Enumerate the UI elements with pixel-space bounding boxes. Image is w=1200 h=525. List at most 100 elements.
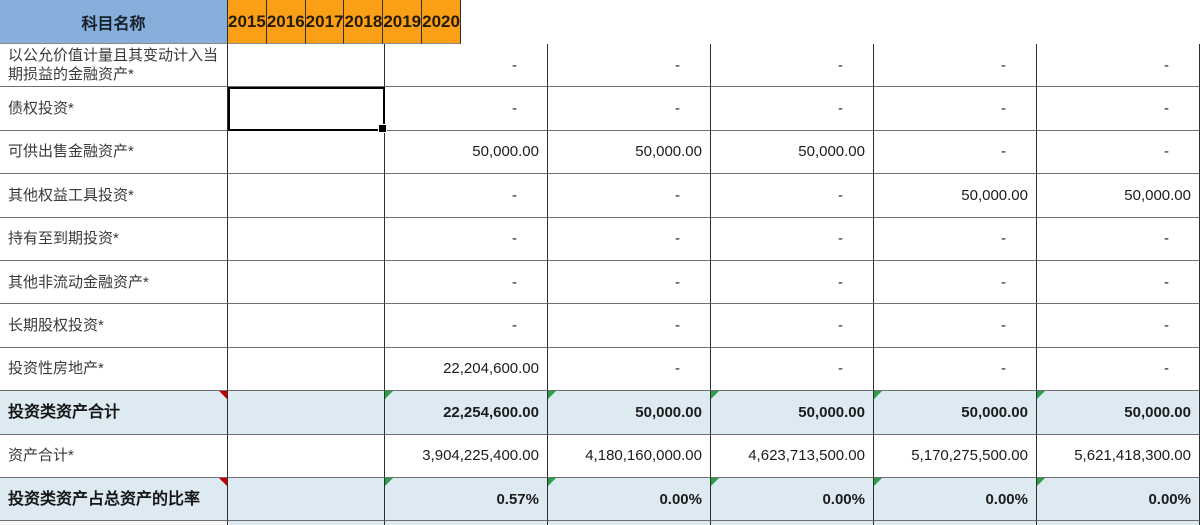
row-label-cell[interactable]: 投资类资产合计 [0, 391, 228, 435]
cell-2016-row7[interactable]: - [385, 304, 548, 348]
cell-2020-row8[interactable]: - [1037, 347, 1200, 392]
cell-value: 0.00% [659, 490, 702, 508]
cell-2019-row8[interactable]: - [874, 347, 1037, 392]
cell-2017-row10[interactable]: 4,180,160,000.00 [548, 434, 711, 478]
cell-2018-row2[interactable]: - [711, 87, 874, 131]
cell-2018-row7[interactable]: - [711, 304, 874, 348]
cell-2019-row3[interactable]: - [874, 130, 1037, 175]
cell-2020-row11[interactable]: 0.00% [1037, 477, 1200, 522]
cell-2016-row4[interactable]: - [385, 174, 548, 218]
cell-2020-row2[interactable]: - [1037, 87, 1200, 131]
cell-2018-row10[interactable]: 4,623,713,500.00 [711, 434, 874, 478]
cell-2015-row6[interactable] [228, 260, 385, 305]
comment-marker-icon [219, 477, 227, 486]
cell-2019-row1[interactable]: - [874, 44, 1037, 88]
row-label-cell[interactable]: 持有至到期投资* [0, 217, 228, 261]
cell-2018-row3[interactable]: 50,000.00 [711, 130, 874, 175]
cell-2020-row9[interactable]: 50,000.00 [1037, 391, 1200, 435]
cell-2020-row6[interactable]: - [1037, 260, 1200, 305]
row-label-cell[interactable]: 可供出售金融资产* [0, 130, 228, 175]
cell-2017-row2[interactable]: - [548, 87, 711, 131]
cell-2015-row7[interactable] [228, 304, 385, 348]
column-header-subject-name[interactable]: 科目名称 [0, 0, 228, 44]
cell-2016-row2[interactable]: - [385, 87, 548, 131]
cell-2020-row4[interactable]: 50,000.00 [1037, 174, 1200, 218]
cell-2017-row4[interactable]: - [548, 174, 711, 218]
cell-2018-row5[interactable]: - [711, 217, 874, 261]
cell-2019-row7[interactable]: - [874, 304, 1037, 348]
column-header-2017[interactable]: 2017 [305, 0, 345, 44]
cell-2017-row9[interactable]: 50,000.00 [548, 391, 711, 435]
cell-2015-row3[interactable] [228, 130, 385, 175]
cell-2016-row3[interactable]: 50,000.00 [385, 130, 548, 175]
cell-2019-row2[interactable]: - [874, 87, 1037, 131]
cell-2015-row10[interactable] [228, 434, 385, 478]
row-label-cell[interactable]: 其他非流动金融资产* [0, 260, 228, 305]
cell-2020-row1[interactable]: - [1037, 44, 1200, 88]
cell-2019-row4[interactable]: 50,000.00 [874, 174, 1037, 218]
cell-2017-row5[interactable]: - [548, 217, 711, 261]
column-header-2016[interactable]: 2016 [266, 0, 306, 44]
column-header-2018[interactable]: 2018 [344, 0, 384, 44]
cell-2015-row11[interactable] [228, 477, 385, 522]
cell-2019-row6[interactable]: - [874, 260, 1037, 305]
row-label-cell[interactable]: 以公允价值计量且其变动计入当期损益的金融资产* [0, 44, 228, 88]
row-label-cell[interactable]: 资产合计* [0, 434, 228, 478]
cell-value: - [675, 186, 680, 204]
cell-2019-row11[interactable]: 0.00% [874, 477, 1037, 522]
cell-2019-row10[interactable]: 5,170,275,500.00 [874, 434, 1037, 478]
fill-handle[interactable] [378, 123, 387, 133]
cell-2018-row4[interactable]: - [711, 174, 874, 218]
cell-2020-row5[interactable]: - [1037, 217, 1200, 261]
row-label-cell[interactable]: 债权投资* [0, 87, 228, 131]
cell-2016-row5[interactable]: - [385, 217, 548, 261]
cell-value: - [838, 230, 843, 248]
cell-2020-row10[interactable]: 5,621,418,300.00 [1037, 434, 1200, 478]
cell-value: 0.00% [1148, 490, 1191, 508]
cell-2020-row7[interactable]: - [1037, 304, 1200, 348]
cell-2020-row3[interactable]: - [1037, 130, 1200, 175]
cell-2017-row3[interactable]: 50,000.00 [548, 130, 711, 175]
cell-2019-row9[interactable]: 50,000.00 [874, 391, 1037, 435]
cell-value: - [1001, 360, 1006, 378]
row-label-cell[interactable]: 其他权益工具投资* [0, 174, 228, 218]
cell-2019-row5[interactable]: - [874, 217, 1037, 261]
cell-2018-row8[interactable]: - [711, 347, 874, 392]
column-header-2019[interactable]: 2019 [383, 0, 423, 44]
cell-value: - [1001, 230, 1006, 248]
column-header-2020[interactable]: 2020 [422, 0, 461, 44]
row-label-cell[interactable]: 长期股权投资* [0, 304, 228, 348]
cell-value: - [1001, 100, 1006, 118]
cell-2016-row10[interactable]: 3,904,225,400.00 [385, 434, 548, 478]
cell-2015-row1[interactable] [228, 44, 385, 88]
cell-2016-row6[interactable]: - [385, 260, 548, 305]
cell-2018-row9[interactable]: 50,000.00 [711, 391, 874, 435]
cell-2015-row5[interactable] [228, 217, 385, 261]
cell-value: - [512, 186, 517, 204]
table-row: 以公允价值计量且其变动计入当期损益的金融资产* - - - - - [0, 44, 1200, 88]
row-label-cell[interactable]: 投资性房地产* [0, 347, 228, 392]
cell-2018-row11[interactable]: 0.00% [711, 477, 874, 522]
selected-cell[interactable] [228, 87, 387, 133]
cell-value: - [512, 230, 517, 248]
cell-2017-row6[interactable]: - [548, 260, 711, 305]
row-label-cell[interactable]: 投资类资产占总资产的比率 [0, 477, 228, 522]
cell-2016-row1[interactable]: - [385, 44, 548, 88]
cell-value: - [1001, 143, 1006, 161]
cell-2017-row1[interactable]: - [548, 44, 711, 88]
cell-2018-row1[interactable]: - [711, 44, 874, 88]
cell-2017-row7[interactable]: - [548, 304, 711, 348]
cell-2017-row8[interactable]: - [548, 347, 711, 392]
cell-2016-row11[interactable]: 0.57% [385, 477, 548, 522]
cell-2015-row9[interactable] [228, 391, 385, 435]
cell-2015-row4[interactable] [228, 174, 385, 218]
row-label: 持有至到期投资* [8, 230, 119, 248]
cell-2016-row8[interactable]: 22,204,600.00 [385, 347, 548, 392]
clipped-row-cell [228, 521, 385, 525]
column-header-2015[interactable]: 2015 [228, 0, 267, 44]
cell-2017-row11[interactable]: 0.00% [548, 477, 711, 522]
cell-2015-row8[interactable] [228, 347, 385, 392]
cell-2016-row9[interactable]: 22,254,600.00 [385, 391, 548, 435]
cell-2018-row6[interactable]: - [711, 260, 874, 305]
